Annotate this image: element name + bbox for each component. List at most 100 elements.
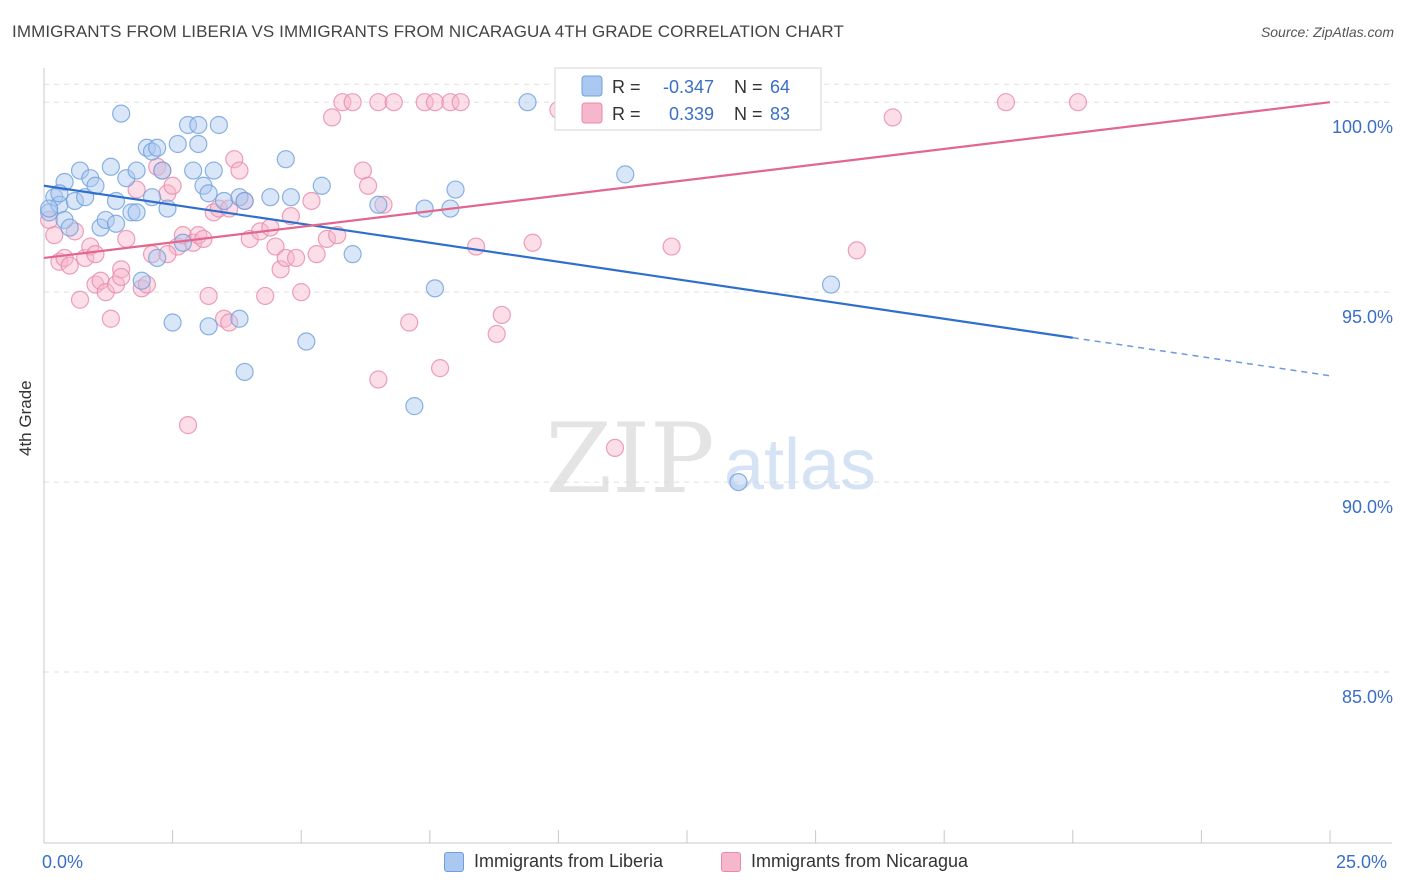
point-liberia xyxy=(127,203,146,222)
axes xyxy=(43,68,1392,844)
legend-n-label-liberia: N = xyxy=(734,77,763,97)
point-liberia xyxy=(189,115,208,135)
watermark-zip: ZIP xyxy=(545,403,714,515)
legend-label-liberia: Immigrants from Liberia xyxy=(474,851,664,871)
point-nicaragua xyxy=(240,229,259,249)
point-nicaragua xyxy=(163,176,182,195)
point-liberia xyxy=(106,214,126,233)
point-liberia xyxy=(312,176,331,195)
point-liberia xyxy=(821,275,841,294)
point-nicaragua xyxy=(605,438,625,458)
point-nicaragua xyxy=(466,237,486,256)
point-liberia xyxy=(729,472,748,492)
point-liberia xyxy=(235,362,254,382)
point-nicaragua xyxy=(317,229,337,249)
watermark: ZIP atlas xyxy=(545,403,876,515)
point-nicaragua xyxy=(271,260,290,279)
point-liberia xyxy=(168,134,187,154)
legend-swatch-liberia xyxy=(444,851,464,872)
watermark-atlas: atlas xyxy=(724,425,876,505)
point-nicaragua xyxy=(117,229,136,249)
point-nicaragua xyxy=(230,161,249,180)
chart-title: IMMIGRANTS FROM LIBERIA VS IMMIGRANTS FR… xyxy=(12,22,844,41)
point-liberia xyxy=(405,397,424,416)
legend-item-liberia[interactable]: Immigrants from Liberia xyxy=(444,851,663,872)
point-nicaragua xyxy=(996,93,1016,112)
point-nicaragua xyxy=(45,226,64,245)
point-liberia xyxy=(518,93,537,112)
point-nicaragua xyxy=(86,245,105,264)
point-nicaragua xyxy=(127,180,146,199)
point-nicaragua xyxy=(60,256,79,275)
point-liberia xyxy=(122,203,141,222)
legend-n-value-nicaragua: 83 xyxy=(770,104,790,124)
point-nicaragua xyxy=(292,283,311,302)
point-nicaragua xyxy=(883,108,902,127)
point-nicaragua xyxy=(343,93,362,112)
legend-swatch-nicaragua xyxy=(721,851,741,872)
point-nicaragua xyxy=(400,313,419,332)
point-liberia xyxy=(117,169,136,188)
point-nicaragua xyxy=(158,245,177,264)
point-nicaragua xyxy=(369,93,388,112)
point-nicaragua xyxy=(662,237,681,256)
point-liberia xyxy=(70,161,90,180)
x-tick-label-max: 25.0% xyxy=(1336,852,1388,872)
point-nicaragua xyxy=(492,305,511,325)
point-nicaragua xyxy=(256,286,275,306)
legend-r-value-nicaragua: 0.339 xyxy=(669,104,714,124)
point-liberia xyxy=(230,309,249,328)
point-liberia xyxy=(199,317,218,336)
legend-r-label-nicaragua: R = xyxy=(612,104,641,124)
y-tick-labels: 100.0% 95.0% 90.0% 85.0% xyxy=(1332,117,1393,707)
y-tick-label: 85.0% xyxy=(1342,687,1393,707)
point-nicaragua xyxy=(225,150,244,169)
point-liberia xyxy=(40,199,59,218)
point-liberia xyxy=(112,104,131,123)
series-liberia-points xyxy=(40,93,841,492)
legend-series: Immigrants from Liberia Immigrants from … xyxy=(0,851,1406,879)
point-liberia xyxy=(616,165,635,184)
point-nicaragua xyxy=(369,370,388,389)
point-liberia xyxy=(127,161,146,180)
point-nicaragua xyxy=(101,309,120,328)
y-tick-label: 90.0% xyxy=(1342,497,1393,517)
point-liberia xyxy=(65,191,84,211)
point-nicaragua xyxy=(281,207,301,226)
legend-n-label-nicaragua: N = xyxy=(734,104,763,124)
legend-r-label-liberia: R = xyxy=(612,77,641,97)
trend-lines xyxy=(43,101,1331,377)
trend-line-nicaragua xyxy=(43,101,1331,260)
point-liberia xyxy=(199,184,218,203)
legend-r-value-liberia: -0.347 xyxy=(663,77,714,97)
point-nicaragua xyxy=(353,161,373,180)
point-liberia xyxy=(101,157,120,176)
point-liberia xyxy=(209,115,228,135)
point-nicaragua xyxy=(374,195,393,214)
point-liberia xyxy=(415,199,434,218)
point-liberia xyxy=(148,248,167,268)
point-liberia xyxy=(153,161,172,180)
point-nicaragua xyxy=(307,245,326,264)
point-liberia xyxy=(343,245,362,264)
legend-item-nicaragua[interactable]: Immigrants from Nicaragua xyxy=(721,851,968,872)
trend-line-liberia xyxy=(43,184,1073,339)
point-liberia xyxy=(281,188,301,207)
point-nicaragua xyxy=(91,271,110,290)
y-tick-label: 95.0% xyxy=(1342,307,1393,327)
point-nicaragua xyxy=(261,218,280,237)
y-tick-label: 100.0% xyxy=(1332,117,1393,137)
point-liberia xyxy=(235,191,254,211)
x-tick-label-min: 0.0% xyxy=(42,852,84,872)
point-nicaragua xyxy=(173,226,192,245)
point-nicaragua xyxy=(328,226,347,245)
point-nicaragua xyxy=(415,93,434,112)
legend-stats-swatch-liberia xyxy=(581,75,603,97)
point-liberia xyxy=(425,279,445,298)
point-liberia xyxy=(55,172,74,192)
point-nicaragua xyxy=(178,416,198,435)
point-liberia xyxy=(132,271,151,290)
point-liberia xyxy=(297,332,316,351)
point-nicaragua xyxy=(112,267,131,287)
point-nicaragua xyxy=(112,260,131,279)
